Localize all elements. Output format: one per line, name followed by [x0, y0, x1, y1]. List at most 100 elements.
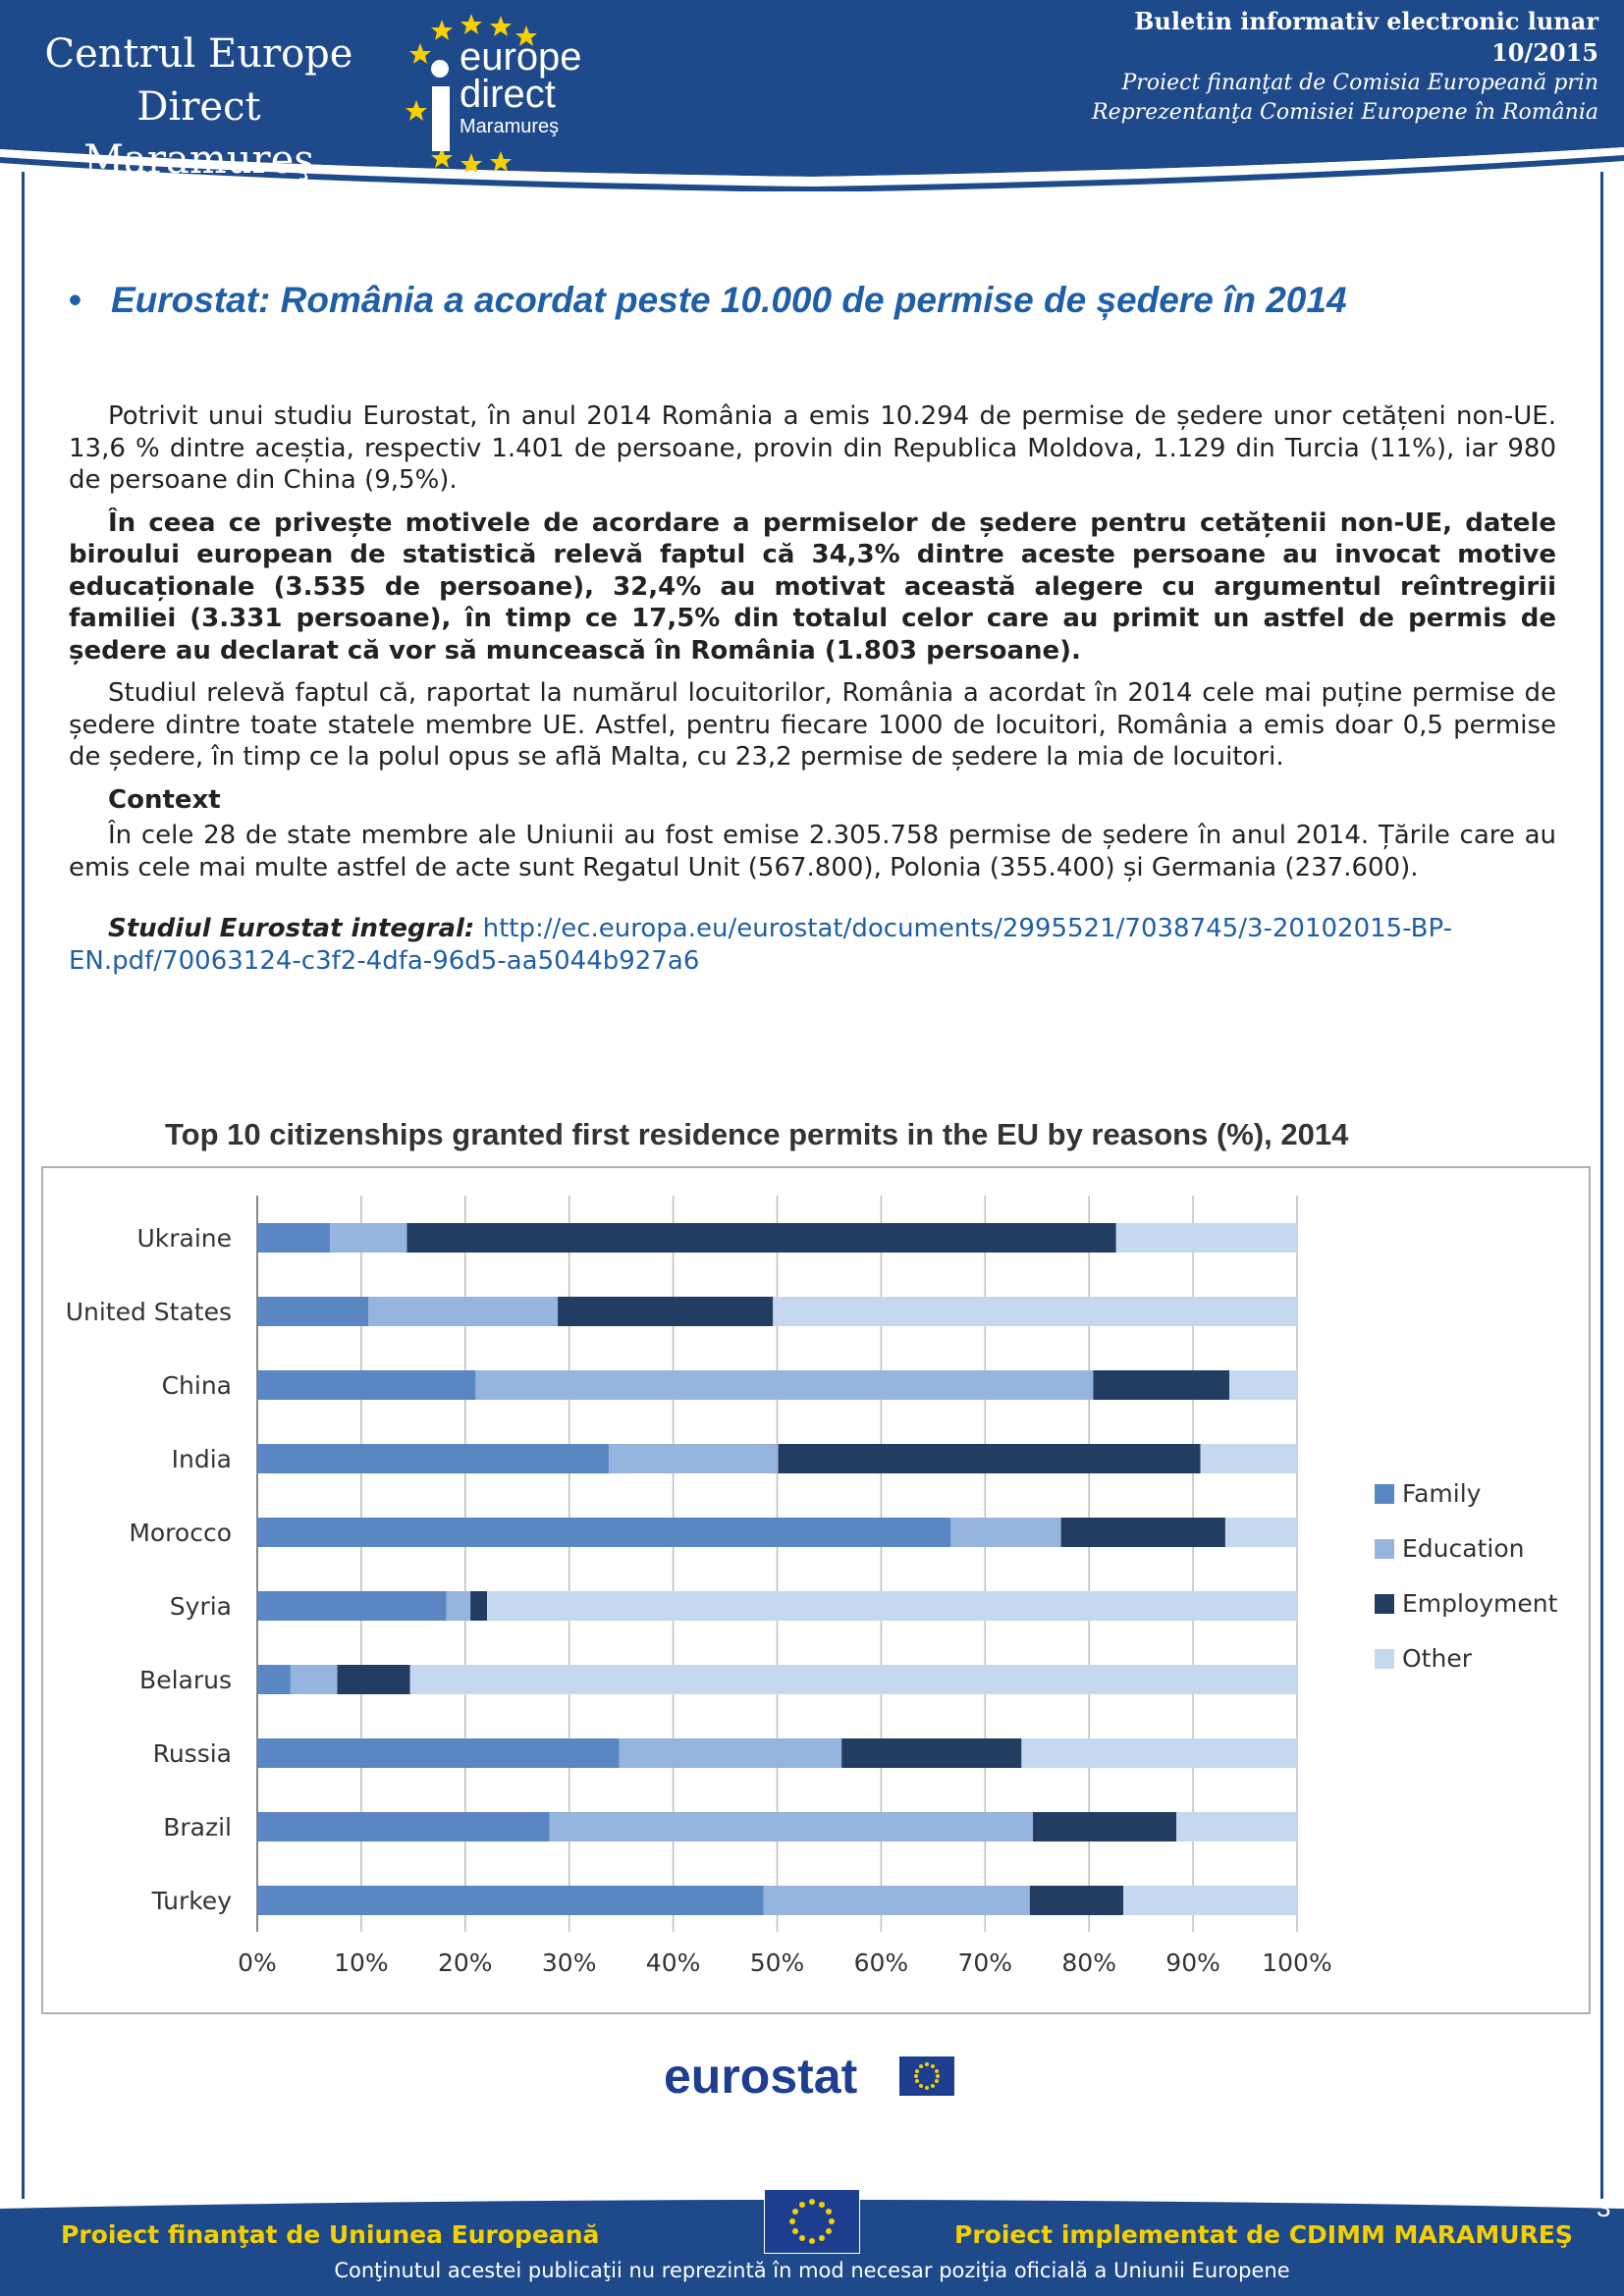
- context-heading: Context: [108, 784, 221, 815]
- header-band: [0, 0, 1624, 191]
- bar-segment-education: [549, 1812, 1034, 1842]
- bar-segment-family: [257, 1223, 331, 1253]
- brand-line-1: Centrul Europe: [44, 31, 353, 77]
- x-tick-label: 70%: [958, 1949, 1013, 1977]
- x-tick-label: 10%: [334, 1949, 389, 1977]
- headline-bullet: •: [69, 280, 81, 320]
- bar-segment-education: [950, 1518, 1061, 1547]
- eurostat-logo: eurostat: [664, 2047, 958, 2106]
- bar-segment-education: [290, 1665, 338, 1694]
- study-link-line: Studiul Eurostat integral: http://ec.eur…: [69, 913, 1556, 977]
- x-tick-label: 50%: [750, 1949, 805, 1977]
- bar-segment-other: [1115, 1223, 1297, 1253]
- study-link[interactable]: http://ec.europa.eu/eurostat/documents/2…: [69, 914, 1452, 976]
- bar-segment-family: [257, 1812, 550, 1842]
- bar-segment-family: [257, 1886, 764, 1915]
- legend-label: Family: [1402, 1479, 1482, 1508]
- x-tick-label: 20%: [438, 1949, 493, 1977]
- bar-segment-other: [409, 1665, 1298, 1694]
- bar-segment-other: [1176, 1812, 1297, 1842]
- brand-line-2: Direct Maramureş: [83, 84, 314, 183]
- bar-segment-education: [330, 1223, 407, 1253]
- bar-segment-other: [773, 1297, 1297, 1326]
- bulletin-label: Buletin informativ electronic lunar: [1134, 7, 1598, 35]
- x-tick-label: 90%: [1165, 1949, 1220, 1977]
- page-number: 3: [1597, 2193, 1611, 2222]
- category-label: Belarus: [139, 1666, 232, 1694]
- legend-swatch: [1375, 1649, 1394, 1669]
- footer-implementer: Proiect implementat de CDIMM MARAMUREŞ: [954, 2220, 1573, 2249]
- category-label: Ukraine: [136, 1224, 232, 1253]
- bar-segment-education: [763, 1886, 1030, 1915]
- logo-word-europe: europe: [460, 35, 582, 79]
- bar-segment-family: [257, 1738, 620, 1768]
- residence-permits-chart: 0% 10% 20% 30% 40% 50% 60% 70% 80% 90% 100% Ukraine…: [66, 1196, 1558, 1977]
- europe-direct-logo: europe direct Maramureş: [403, 10, 599, 172]
- category-label: Morocco: [129, 1519, 232, 1547]
- paragraph-3: Studiul relevă faptul că, raportat la nu…: [69, 678, 1556, 772]
- x-tick-label: 0%: [238, 1949, 277, 1977]
- category-label: Brazil: [163, 1813, 232, 1842]
- x-tick-label: 40%: [646, 1949, 701, 1977]
- category-label: China: [162, 1371, 232, 1400]
- bar-segment-employment: [558, 1297, 774, 1326]
- x-tick-label: 80%: [1061, 1949, 1116, 1977]
- bar-segment-employment: [841, 1738, 1022, 1768]
- bar-segment-employment: [1060, 1518, 1225, 1547]
- bar-segment-other: [1229, 1370, 1297, 1400]
- logo-stars-icon: [406, 14, 537, 172]
- category-label: Syria: [170, 1592, 232, 1621]
- bar-segment-other: [1021, 1738, 1297, 1768]
- bar-segment-employment: [1033, 1812, 1177, 1842]
- bar-segment-other: [1123, 1886, 1297, 1915]
- paragraph-1: Potrivit unui studiu Eurostat, în anul 2…: [69, 401, 1556, 495]
- bar-segment-family: [257, 1297, 369, 1326]
- bar-segment-family: [257, 1665, 291, 1694]
- frame-left-line: [22, 172, 25, 2199]
- article-headline: • Eurostat: România a acordat peste 10.00…: [69, 280, 1347, 321]
- category-label: Russia: [153, 1739, 232, 1768]
- paragraph-4: În cele 28 de state membre ale Uniunii a…: [69, 821, 1556, 882]
- eu-flag-footer-icon: [764, 2189, 860, 2254]
- category-label: Turkey: [151, 1887, 233, 1915]
- bar-segment-employment: [470, 1591, 488, 1621]
- eu-flag-icon: [899, 2056, 954, 2096]
- legend-label: Other: [1402, 1644, 1473, 1673]
- bar-segment-other: [487, 1591, 1297, 1621]
- legend-swatch: [1375, 1539, 1394, 1559]
- x-tick-label: 100%: [1262, 1949, 1331, 1977]
- issue-number: 10/2015: [1491, 38, 1598, 67]
- bar-segment-employment: [1093, 1370, 1230, 1400]
- eurostat-wordmark: eurostat: [664, 2049, 858, 2104]
- legend-label: Employment: [1402, 1589, 1558, 1618]
- bar-segment-family: [257, 1591, 447, 1621]
- bar-segment-other: [1224, 1518, 1297, 1547]
- footer-funding: Proiect finanţat de Uniunea Europeană: [61, 2220, 600, 2249]
- bar-segment-employment: [337, 1665, 410, 1694]
- chart-frame: 0% 10% 20% 30% 40% 50% 60% 70% 80% 90% 100% Ukraine…: [41, 1166, 1591, 2014]
- bar-segment-family: [257, 1444, 609, 1473]
- bar-segment-employment: [778, 1444, 1201, 1473]
- bar-segment-family: [257, 1370, 476, 1400]
- chart-title: Top 10 citizenships granted first reside…: [165, 1117, 1349, 1151]
- funding-line-1: Proiect finanţat de Comisia Europeană pr…: [1121, 71, 1599, 95]
- page-header: Centrul Europe Direct Maramureş europe d…: [0, 0, 1624, 191]
- category-label: India: [172, 1445, 232, 1473]
- x-tick-label: 60%: [854, 1949, 909, 1977]
- frame-right-line: [1600, 172, 1603, 2199]
- brand-title: Centrul Europe Direct Maramureş: [29, 27, 368, 187]
- study-link-label: Studiul Eurostat integral:: [108, 914, 475, 943]
- legend-label: Education: [1402, 1534, 1524, 1563]
- bar-segment-education: [475, 1370, 1094, 1400]
- bar-segment-education: [368, 1297, 559, 1326]
- headline-text: Eurostat: România a acordat peste 10.000…: [110, 280, 1347, 320]
- footer-disclaimer: Conţinutul acestei publicaţii nu reprezi…: [334, 2259, 1290, 2282]
- article-body: Potrivit unui studiu Eurostat, în anul 2…: [69, 400, 1556, 988]
- x-tick-label: 30%: [542, 1949, 597, 1977]
- bar-segment-education: [608, 1444, 779, 1473]
- logo-word-direct: direct: [460, 73, 556, 116]
- legend-swatch: [1375, 1484, 1394, 1504]
- bar-segment-employment: [1029, 1886, 1124, 1915]
- bar-segment-education: [446, 1591, 471, 1621]
- header-info: Buletin informativ electronic lunar 10/2…: [1092, 6, 1598, 128]
